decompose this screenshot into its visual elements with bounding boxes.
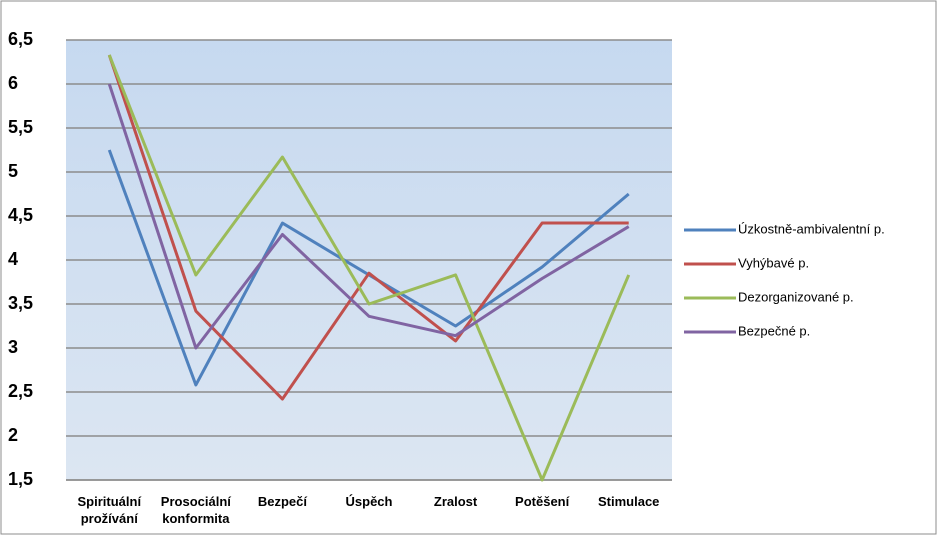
x-tick-label: Bezpečí [257, 494, 307, 509]
legend-label: Úzkostně-ambivalentní p. [738, 221, 885, 236]
y-tick-label: 2 [8, 425, 18, 445]
series-line [107, 54, 631, 482]
y-tick-label: 6,5 [8, 29, 33, 49]
y-tick-label: 3,5 [8, 293, 33, 313]
y-tick-label: 5,5 [8, 117, 33, 137]
x-tick-label: Prosociální konformita [160, 494, 231, 526]
legend-label: Vyhýbavé p. [738, 255, 809, 270]
x-tick-label: Zralost [433, 494, 478, 509]
y-tick-label: 4 [8, 249, 18, 269]
y-tick-label: 2,5 [8, 381, 33, 401]
legend-label: Dezorganizované p. [738, 289, 854, 304]
series-line [107, 83, 630, 350]
x-tick-label: Potěšení [515, 494, 570, 509]
y-tick-label: 5 [8, 161, 18, 181]
y-tick-label: 1,5 [8, 469, 33, 489]
y-tick-label: 3 [8, 337, 18, 357]
y-tick-label: 4,5 [8, 205, 33, 225]
x-tick-label: Spirituální prožívání [77, 494, 142, 526]
x-tick-label: Úspěch [345, 494, 393, 509]
series-line [107, 54, 629, 401]
x-tick-label: Stimulace [597, 494, 660, 509]
y-tick-label: 6 [8, 73, 18, 93]
legend-label: Bezpečné p. [738, 323, 810, 338]
